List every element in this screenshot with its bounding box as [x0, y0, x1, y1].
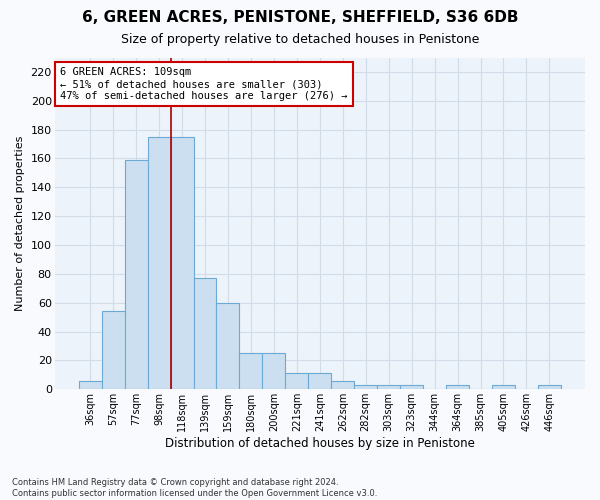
Bar: [308, 374, 331, 390]
Bar: [194, 278, 217, 390]
Bar: [400, 385, 423, 390]
Bar: [446, 385, 469, 390]
Bar: [239, 353, 262, 390]
Bar: [331, 380, 354, 390]
Bar: [377, 385, 400, 390]
Y-axis label: Number of detached properties: Number of detached properties: [15, 136, 25, 311]
Bar: [286, 374, 308, 390]
Bar: [217, 302, 239, 390]
Text: Contains HM Land Registry data © Crown copyright and database right 2024.
Contai: Contains HM Land Registry data © Crown c…: [12, 478, 377, 498]
X-axis label: Distribution of detached houses by size in Penistone: Distribution of detached houses by size …: [165, 437, 475, 450]
Bar: [148, 137, 170, 390]
Bar: [354, 385, 377, 390]
Bar: [125, 160, 148, 390]
Text: Size of property relative to detached houses in Penistone: Size of property relative to detached ho…: [121, 32, 479, 46]
Bar: [492, 385, 515, 390]
Bar: [101, 312, 125, 390]
Bar: [262, 353, 286, 390]
Bar: [79, 380, 101, 390]
Text: 6 GREEN ACRES: 109sqm
← 51% of detached houses are smaller (303)
47% of semi-det: 6 GREEN ACRES: 109sqm ← 51% of detached …: [60, 68, 347, 100]
Bar: [170, 137, 194, 390]
Bar: [538, 385, 561, 390]
Text: 6, GREEN ACRES, PENISTONE, SHEFFIELD, S36 6DB: 6, GREEN ACRES, PENISTONE, SHEFFIELD, S3…: [82, 10, 518, 25]
